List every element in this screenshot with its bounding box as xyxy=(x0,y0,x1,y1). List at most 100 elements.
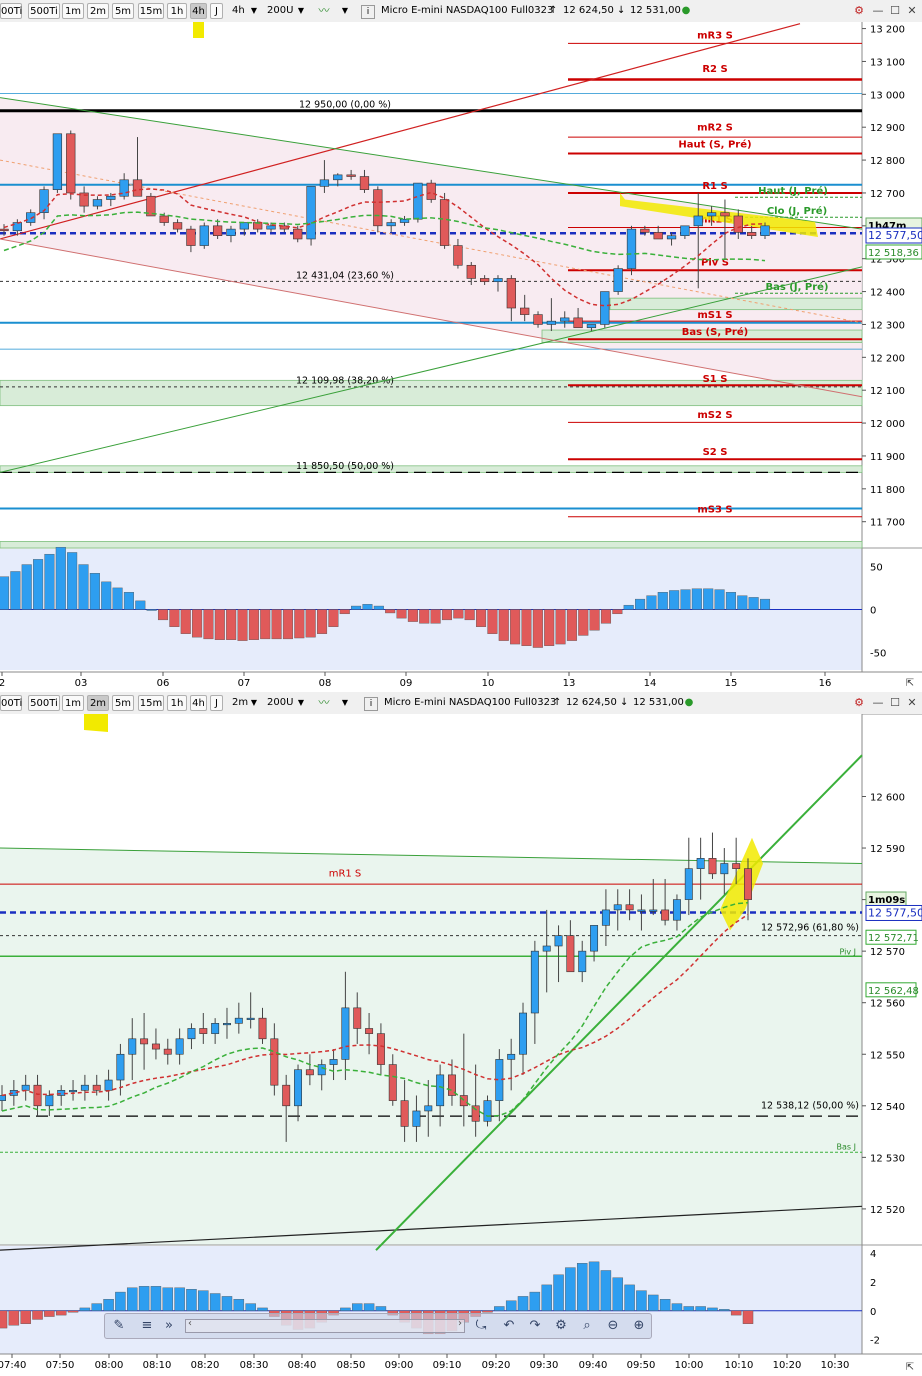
chevron-down-icon[interactable]: ▼ xyxy=(250,698,258,707)
channel-line xyxy=(0,238,863,398)
x-tick-label: 08:20 xyxy=(191,1360,220,1371)
timeframe-button-00ti[interactable]: 00Ti xyxy=(0,695,22,711)
x-tick-label: 09:50 xyxy=(627,1360,656,1371)
period-select[interactable]: 4h xyxy=(232,5,245,16)
timeframe-button-2m[interactable]: 2m xyxy=(87,3,109,19)
candle-36 xyxy=(424,1105,433,1112)
pencil-icon[interactable]: ✎ xyxy=(113,1318,125,1333)
timeframe-button-1m[interactable]: 1m xyxy=(62,695,84,711)
cursor-icon[interactable]: ⤿ xyxy=(475,1318,487,1333)
timeframe-button-4h[interactable]: 4h xyxy=(190,695,207,711)
timeframe-button-j[interactable]: J xyxy=(210,695,223,711)
timeframe-button-5m[interactable]: 5m xyxy=(112,3,134,19)
ma-badge-1: 12 562,48 xyxy=(868,986,919,997)
osc-bar-50 xyxy=(566,609,577,641)
trendline-up xyxy=(375,754,863,1251)
chevron-down-icon[interactable]: ▼ xyxy=(341,698,349,707)
candle-0 xyxy=(0,228,9,232)
scroll-left-icon[interactable]: ‹ xyxy=(188,1318,192,1329)
info-icon[interactable]: i xyxy=(361,5,375,19)
candle-42 xyxy=(560,317,570,322)
minimize-icon[interactable]: — xyxy=(872,696,884,709)
timeframe-button-15m[interactable]: 15m xyxy=(138,695,164,711)
chart-type-icon[interactable]: 〰 xyxy=(318,696,330,709)
osc-bar-20 xyxy=(233,1299,245,1312)
chevron-down-icon[interactable]: ▼ xyxy=(297,698,305,707)
candle-35 xyxy=(412,1110,421,1127)
osc-bar-20 xyxy=(226,609,237,640)
candle-14 xyxy=(163,1048,172,1055)
session-high: 12 624,50 xyxy=(566,697,617,708)
osc-bar-47 xyxy=(532,609,543,648)
osc-bar-29 xyxy=(328,609,339,627)
maximize-icon[interactable]: ☐ xyxy=(890,696,900,709)
timeframe-button-2m[interactable]: 2m xyxy=(87,695,109,711)
timeframe-button-15m[interactable]: 15m xyxy=(138,3,164,19)
chart-4h[interactable]: mR3 S R2 S mR2 S Haut (S, Pré) R1 S Haut (J, … xyxy=(0,22,922,692)
zoom-in-icon[interactable]: ⊕ xyxy=(633,1318,645,1333)
timeframe-button-1h[interactable]: 1h xyxy=(167,3,187,19)
scroll-right-icon[interactable]: › xyxy=(458,1318,462,1329)
undo-icon[interactable]: ↶ xyxy=(503,1318,515,1333)
info-icon[interactable]: i xyxy=(364,697,378,711)
candle-6 xyxy=(69,1090,78,1093)
x-tick-label: 08:00 xyxy=(95,1360,124,1371)
timeframe-button-1h[interactable]: 1h xyxy=(167,695,187,711)
chevron-down-icon[interactable]: ▼ xyxy=(341,6,349,15)
candle-25 xyxy=(333,174,343,181)
chart-2m[interactable]: mR1 S Piv J Bas J 12 572,96 (61,80 %) 12 538… xyxy=(0,714,922,1376)
timeframe-button-500ti[interactable]: 500Ti xyxy=(28,695,60,711)
zoom-area-icon[interactable]: ⌕ xyxy=(583,1318,591,1333)
menu-icon[interactable]: ≡ xyxy=(141,1318,153,1333)
timeframe-button-5m[interactable]: 5m xyxy=(112,695,134,711)
osc-bar-56 xyxy=(635,598,646,610)
chevron-down-icon[interactable]: ▼ xyxy=(297,6,305,15)
candle-10 xyxy=(116,1053,125,1081)
candle-37 xyxy=(436,1074,445,1107)
osc-bar-50 xyxy=(588,1261,600,1312)
timeframe-button-1m[interactable]: 1m xyxy=(62,3,84,19)
toolbar-top: 00Ti 500Ti 1m 2m 5m 15m 1h 4h J 4h ▼ 200U ▼ 〰 ▼ … xyxy=(0,0,922,23)
osc-bar-45 xyxy=(510,609,521,645)
scrollbar[interactable]: ‹ › xyxy=(185,1318,465,1333)
osc-bar-7 xyxy=(79,1307,91,1311)
settings-icon[interactable]: ⚙ xyxy=(854,696,864,709)
bars-select[interactable]: 200U xyxy=(267,697,294,708)
candle-25 xyxy=(294,1069,303,1107)
timeframe-button-j[interactable]: J xyxy=(210,3,223,19)
double-chevron-icon[interactable]: » xyxy=(165,1318,173,1333)
osc-bar-56 xyxy=(659,1299,671,1312)
osc-bar-8 xyxy=(91,1303,102,1311)
instrument-title: Micro E-mini NASDAQ100 Full0323 xyxy=(381,5,554,16)
settings-icon[interactable]: ⚙ xyxy=(854,4,864,17)
timeframe-button-500ti[interactable]: 500Ti xyxy=(28,3,60,19)
timeframe-button-4h[interactable]: 4h xyxy=(190,3,207,19)
close-icon[interactable]: ✕ xyxy=(907,4,917,17)
osc-bar-43 xyxy=(487,609,498,634)
chevron-down-icon[interactable]: ▼ xyxy=(250,6,258,15)
candle-26 xyxy=(346,174,356,177)
pivot-label-4: R1 S xyxy=(702,181,727,192)
chart-type-icon[interactable]: 〰 xyxy=(318,4,330,17)
candle-52 xyxy=(613,904,622,911)
chart-settings-icon[interactable]: ⚙ xyxy=(555,1318,567,1333)
session-low: 12 531,00 xyxy=(633,697,684,708)
autoscroll-icon: ⇱ xyxy=(906,1362,914,1373)
candle-1 xyxy=(9,1090,18,1096)
bars-select[interactable]: 200U xyxy=(267,5,294,16)
redo-icon[interactable]: ↷ xyxy=(529,1318,541,1333)
timeframe-button-00ti[interactable]: 00Ti xyxy=(0,3,22,19)
osc-bar-23 xyxy=(260,609,271,640)
zoom-out-icon[interactable]: ⊖ xyxy=(607,1318,619,1333)
candle-6 xyxy=(79,192,89,207)
chart-navigation-bar[interactable]: ✎ ≡ » ‹ › ⤿ ↶ ↷ ⚙ ⌕ ⊖ ⊕ xyxy=(104,1313,652,1339)
minimize-icon[interactable]: — xyxy=(872,4,884,17)
close-icon[interactable]: ✕ xyxy=(907,696,917,709)
candle-50 xyxy=(666,235,677,240)
status-dot-icon: ● xyxy=(684,697,694,708)
osc-tick-label: -2 xyxy=(870,1336,880,1347)
maximize-icon[interactable]: ☐ xyxy=(890,4,900,17)
period-select[interactable]: 2m xyxy=(232,697,249,708)
candle-1 xyxy=(12,222,22,232)
osc-bar-26 xyxy=(294,609,305,639)
